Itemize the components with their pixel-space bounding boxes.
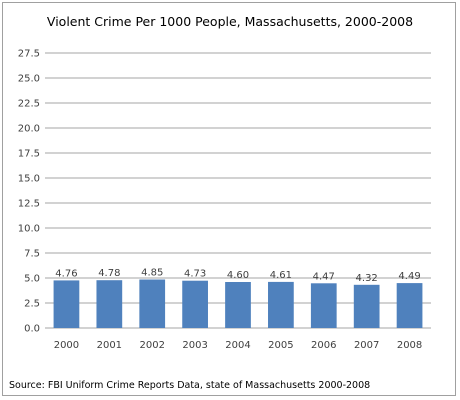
data-labels: 4.76 4.78 4.85 4.73 4.60 4.61 4.47 4.32 4.49 [55,268,420,284]
y-axis-ticks: 0.0 2.5 5.0 7.5 10.0 12.5 15.0 17.5 20.0 22.5 25.0… [18,49,40,335]
data-label-2004: 4.60 [227,270,249,281]
bar-2001 [96,280,123,328]
bar-2007 [353,284,380,328]
y-tick-label: 5.0 [24,274,40,285]
data-label-2005: 4.61 [270,270,292,281]
bar-2008 [396,283,423,328]
x-tick-label: 2002 [139,340,164,351]
y-tick-label: 7.5 [24,249,40,260]
bar-2002 [139,279,166,328]
y-tick-label: 12.5 [18,199,40,210]
bar-2006 [310,283,337,328]
x-tick-label: 2003 [182,340,207,351]
x-axis-ticks: 2000 2001 2002 2003 2004 2005 2006 2007 2008 [54,340,423,351]
chart-frame: Violent Crime Per 1000 People, Massachus… [2,2,456,396]
data-label-2000: 4.76 [55,268,77,279]
data-label-2008: 4.49 [398,271,420,282]
x-tick-label: 2000 [54,340,79,351]
chart-title: Violent Crime Per 1000 People, Massachus… [47,14,413,29]
y-tick-label: 15.0 [18,174,40,185]
bar-2003 [182,280,208,328]
x-tick-label: 2001 [97,340,122,351]
bar-chart: Violent Crime Per 1000 People, Massachus… [9,14,431,391]
y-tick-label: 25.0 [18,74,40,85]
data-label-2001: 4.78 [98,268,120,279]
x-tick-label: 2008 [397,340,422,351]
bars [53,279,423,328]
bar-2005 [268,281,294,328]
data-label-2007: 4.32 [356,273,378,284]
y-tick-label: 22.5 [18,99,40,110]
bar-2004 [225,282,251,328]
y-tick-label: 17.5 [18,149,40,160]
bar-2000 [53,280,80,328]
y-tick-label: 0.0 [24,324,40,335]
source-note: Source: FBI Uniform Crime Reports Data, … [9,380,370,391]
x-tick-label: 2006 [311,340,336,351]
x-tick-label: 2004 [225,340,250,351]
y-tick-label: 2.5 [24,299,40,310]
y-tick-label: 10.0 [18,224,40,235]
y-tick-label: 27.5 [18,49,40,60]
x-tick-label: 2007 [354,340,379,351]
data-label-2002: 4.85 [141,268,163,279]
data-label-2003: 4.73 [184,269,206,280]
y-tick-label: 20.0 [18,124,40,135]
x-tick-label: 2005 [268,340,293,351]
data-label-2006: 4.47 [313,271,335,282]
